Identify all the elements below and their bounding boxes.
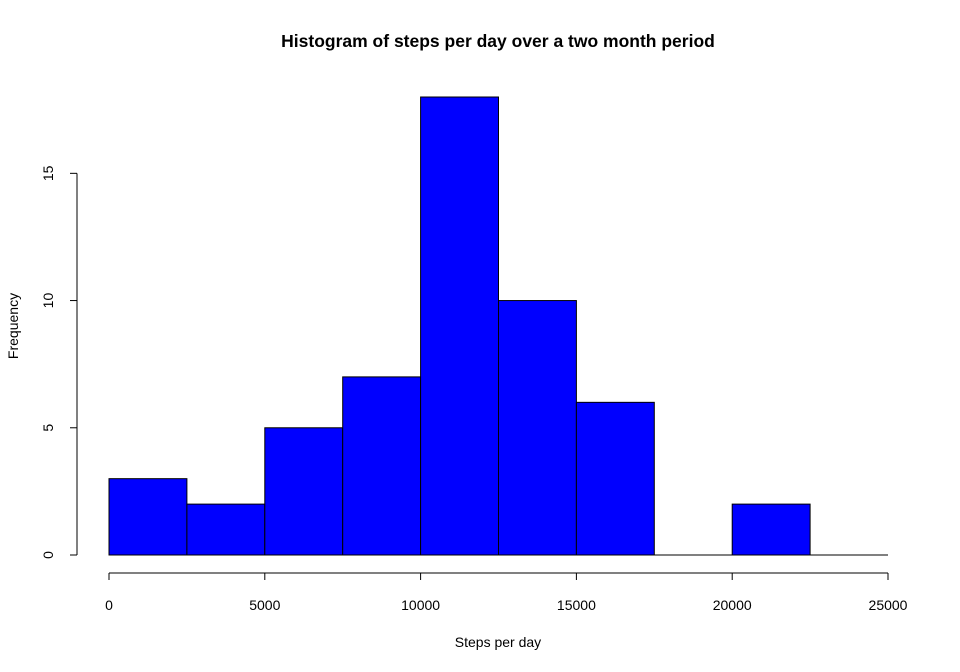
chart-title: Histogram of steps per day over a two mo…	[281, 31, 715, 51]
histogram-bar	[264, 427, 344, 556]
y-tick-label: 0	[40, 551, 56, 559]
y-tick-label: 15	[40, 165, 56, 181]
histogram-bar	[108, 478, 188, 556]
y-axis: 0 5 10 15	[40, 165, 78, 559]
x-tick-label: 15000	[557, 597, 596, 613]
histogram-bar	[420, 96, 500, 556]
x-tick-label: 0	[105, 597, 113, 613]
histogram-bar	[575, 401, 655, 556]
x-tick-label: 10000	[401, 597, 440, 613]
y-tick-label: 10	[40, 293, 56, 309]
x-tick-label: 20000	[713, 597, 752, 613]
x-tick-label: 5000	[249, 597, 280, 613]
histogram-bar	[731, 503, 811, 556]
x-axis: 0 5000 10000 15000 20000 25000	[105, 572, 908, 613]
histogram-bar	[342, 376, 422, 556]
bars-layer	[108, 96, 811, 556]
y-tick-label: 5	[40, 424, 56, 432]
y-axis-label: Frequency	[5, 293, 21, 359]
x-axis-label: Steps per day	[455, 634, 541, 650]
histogram-bar	[498, 300, 577, 556]
histogram-bar	[186, 503, 266, 556]
x-tick-label: 25000	[869, 597, 908, 613]
